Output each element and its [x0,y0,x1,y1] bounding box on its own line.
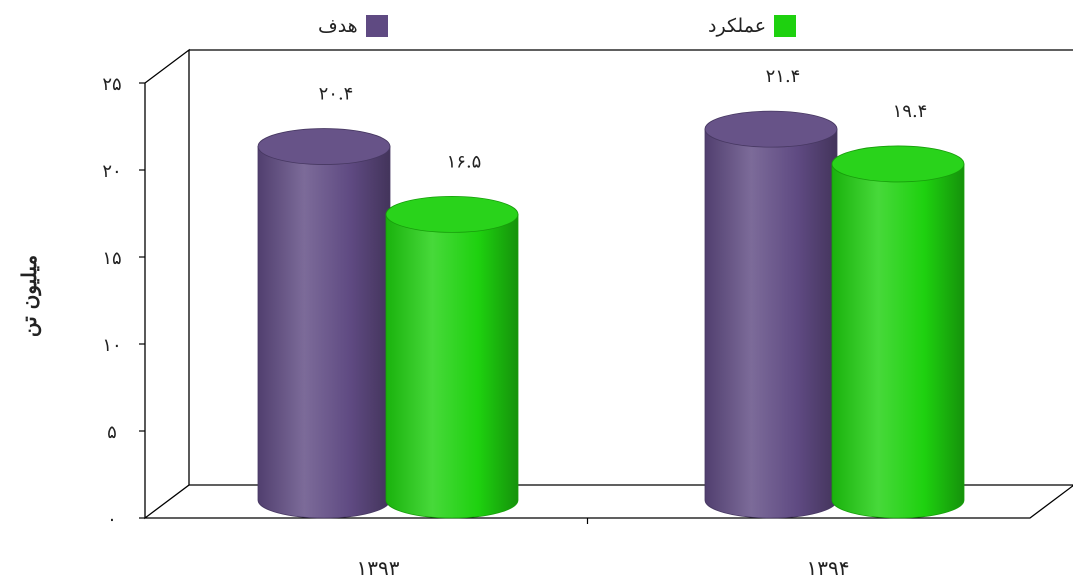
bar-target-1 [704,110,838,519]
bar-actual-0 [385,195,519,519]
bar-body [831,163,965,519]
y-tick-label: ۱۵ [102,248,121,269]
bar-top [257,128,391,165]
bar-body [257,146,391,519]
y-tick-label: ۱۰ [102,335,121,356]
bar-body [385,214,519,519]
data-label: ۲۰.۴ [319,84,354,105]
data-label: ۱۹.۴ [893,101,928,122]
legend-item-target: هدف [318,12,388,40]
legend-swatch-actual [774,15,797,37]
data-label: ۲۱.۴ [766,66,801,87]
x-tick-label: ۱۳۹۴ [807,556,850,580]
y-axis-title: میلیون تن [17,255,42,337]
y-tick-label: ۰ [107,509,117,530]
side-wall [144,48,190,520]
bar-actual-1 [831,145,965,519]
bar-body [704,128,838,519]
back-wall [189,49,1073,51]
legend-item-actual: عملکرد [708,12,797,40]
legend-label-actual: عملکرد [708,15,767,37]
x-tick-label: ۱۳۹۳ [357,556,400,580]
legend-swatch-target [365,15,388,37]
bar-top [831,145,965,183]
y-tick-label: ۲۵ [102,74,121,95]
bar-target-0 [257,128,391,519]
y-tick-label: ۵ [107,422,117,443]
bar-top [704,110,838,148]
legend-label-target: هدف [318,15,358,37]
bar-top [385,195,519,233]
y-tick-label: ۲۰ [102,161,121,182]
data-label: ۱۶.۵ [447,151,482,172]
